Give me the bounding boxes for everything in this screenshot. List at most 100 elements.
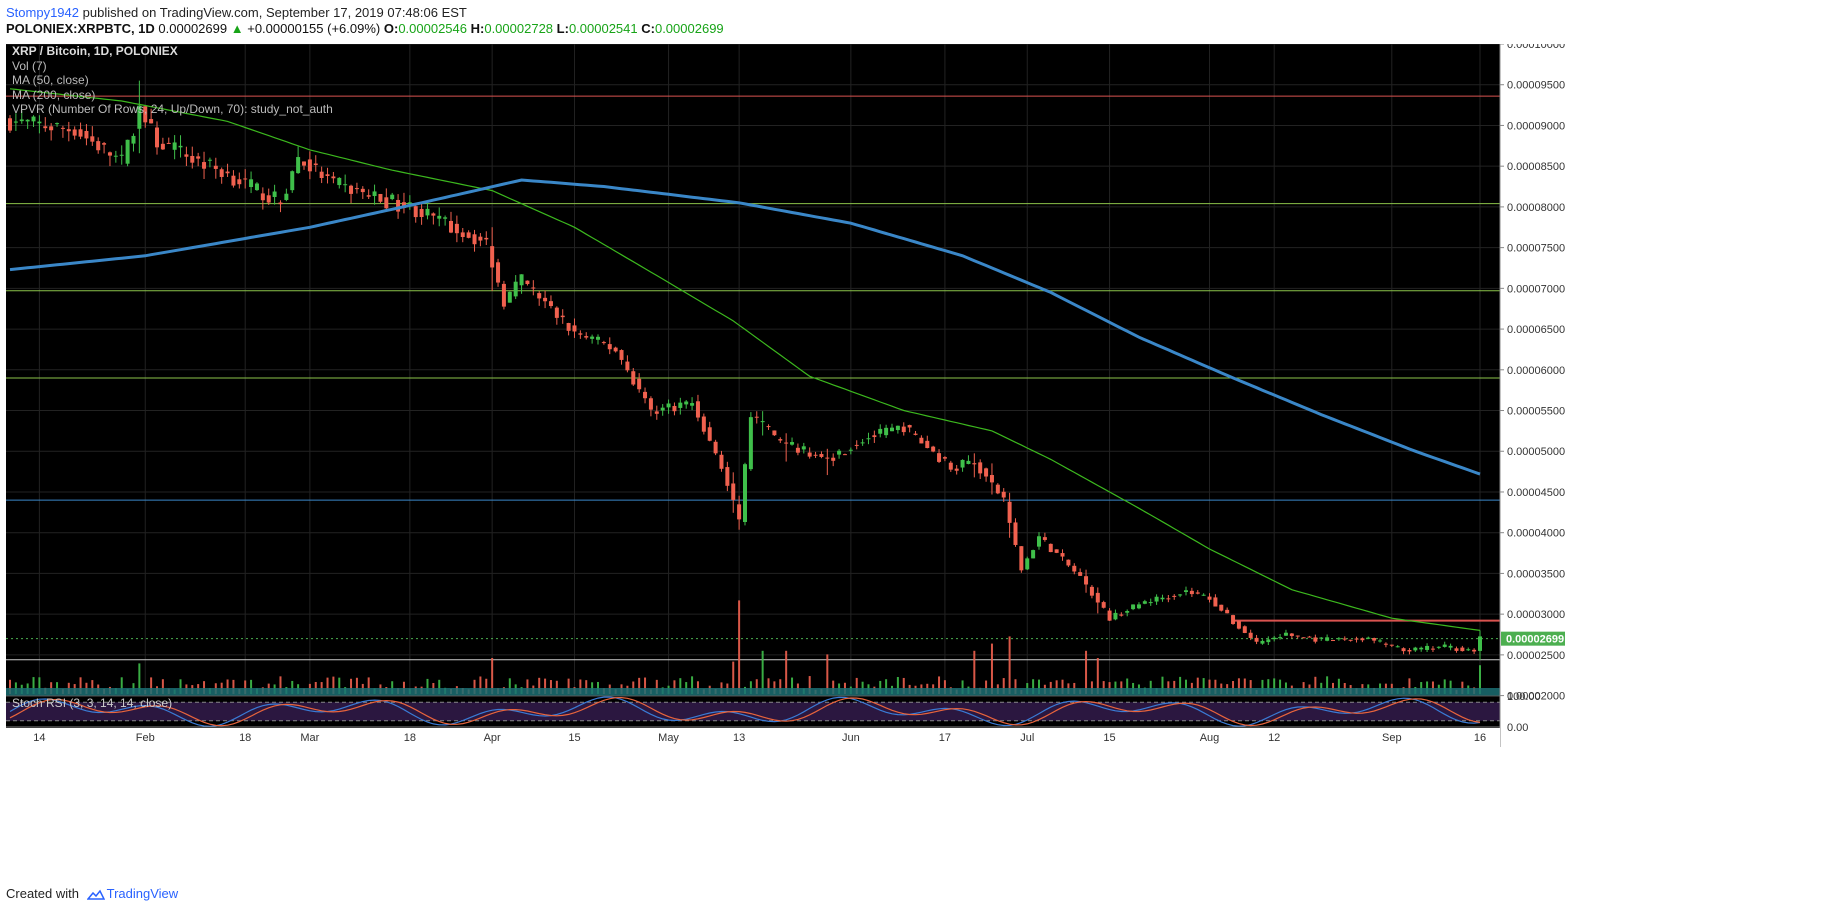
volume-bar xyxy=(402,681,405,694)
candle-body xyxy=(1354,638,1359,640)
candle-body xyxy=(1283,632,1288,636)
candle-body xyxy=(478,236,483,241)
volume-bar xyxy=(526,679,529,694)
volume-bar xyxy=(138,663,141,694)
candle-body xyxy=(372,191,377,197)
candle-body xyxy=(678,402,683,408)
volume-bar xyxy=(1090,681,1093,694)
candle-body xyxy=(1037,536,1041,547)
candle-body xyxy=(254,183,259,191)
candle-body xyxy=(137,105,142,129)
candle-body xyxy=(484,237,489,240)
candle-body xyxy=(272,191,277,198)
candle-body xyxy=(419,208,424,218)
candle-body xyxy=(449,220,453,233)
volume-bar xyxy=(1279,679,1282,694)
volume-bar xyxy=(232,679,235,694)
high-label: H: xyxy=(470,21,485,36)
volume-bar xyxy=(1032,679,1035,694)
candle-body xyxy=(113,155,118,157)
volume-bar xyxy=(9,679,11,694)
candle-body xyxy=(1348,639,1353,641)
price-axis[interactable]: 0.00010000 0.00009500 0.00009000 0.00008500… xyxy=(1499,44,1565,747)
volume-bar xyxy=(638,677,641,694)
open-value: 0.00002546 xyxy=(398,21,467,36)
candle-body xyxy=(1136,604,1141,609)
time-tick-label: 15 xyxy=(1103,732,1115,744)
candle-body xyxy=(831,457,836,461)
candle-body xyxy=(1413,647,1418,651)
volume-bar xyxy=(1449,680,1452,694)
candle-body xyxy=(78,129,83,137)
price-axis-background xyxy=(1500,44,1840,747)
candle-body xyxy=(695,401,700,418)
volume-bar xyxy=(1061,679,1064,694)
volume-bar xyxy=(479,676,482,694)
candle-body xyxy=(613,347,618,352)
candle-body xyxy=(837,450,842,455)
candle-body xyxy=(443,217,448,219)
tradingview-logo-icon xyxy=(86,889,105,900)
ohlc-line: POLONIEX:XRPBTC, 1D 0.00002699 ▲ +0.0000… xyxy=(6,21,724,36)
candles xyxy=(8,80,1482,660)
volume-bar xyxy=(332,676,335,694)
candle-body xyxy=(772,430,777,436)
volume-bar xyxy=(161,679,164,694)
candle-body xyxy=(25,119,30,122)
candle-body xyxy=(1372,638,1377,641)
volume-bar xyxy=(761,650,764,694)
candle-body xyxy=(337,177,342,186)
volume-bar xyxy=(1443,679,1446,694)
candle-body xyxy=(55,123,60,125)
volume-bar xyxy=(673,680,676,694)
stoch-rsi-pane xyxy=(6,695,1500,727)
open-label: O: xyxy=(383,21,399,36)
volume-bar xyxy=(985,680,988,694)
volume-bar xyxy=(1196,677,1199,694)
candle-body xyxy=(343,184,348,186)
volume-bar xyxy=(644,677,647,694)
volume-bar xyxy=(338,677,341,694)
candle-body xyxy=(672,405,677,412)
candle-body xyxy=(360,188,365,193)
time-tick-label: 13 xyxy=(733,732,745,744)
candle-body xyxy=(207,159,212,161)
tradingview-link[interactable]: TradingView xyxy=(106,886,179,901)
volume-bar xyxy=(355,677,358,694)
rsi-tick-label: 100.00 xyxy=(1507,691,1541,703)
candle-body xyxy=(1307,636,1312,638)
candle-body xyxy=(690,403,695,406)
volume-bar xyxy=(179,679,182,694)
volume-bar xyxy=(150,677,153,694)
candle-body xyxy=(1407,650,1412,652)
candle-body xyxy=(196,156,201,159)
candle-body xyxy=(684,401,689,405)
candle-body xyxy=(1172,595,1177,597)
price-chart[interactable]: 0.00010000 0.00009500 0.00009000 0.00008500… xyxy=(0,44,1840,882)
volume-bar xyxy=(1426,681,1429,694)
candle-body xyxy=(766,426,771,428)
candle-body xyxy=(1219,604,1224,611)
candle-body xyxy=(496,262,501,283)
candle-body xyxy=(1383,643,1388,645)
candle-body xyxy=(854,444,859,446)
candle-body xyxy=(719,454,724,469)
time-axis[interactable]: 14 Feb 18 Mar 18 Apr 15 May 13 Jun 17 Jul 15 Aug 12 Sep… xyxy=(0,726,1500,747)
candle-body xyxy=(1331,640,1335,642)
volume-bar xyxy=(943,680,946,694)
volume-bar xyxy=(773,681,776,694)
candle-body xyxy=(231,175,236,186)
volume-bar xyxy=(1479,665,1481,694)
volume-bar xyxy=(1014,679,1017,694)
publisher-link[interactable]: Stompy1942 xyxy=(6,5,79,20)
candle-body xyxy=(1313,637,1318,642)
candle-body xyxy=(1089,586,1094,596)
candle-body xyxy=(525,280,530,285)
volume-bar xyxy=(990,643,993,694)
volume-bar xyxy=(861,681,864,694)
volume-bar xyxy=(1208,679,1211,694)
candle-body xyxy=(1401,648,1406,652)
candle-body xyxy=(331,176,336,179)
candle-body xyxy=(1378,640,1383,642)
candle-body xyxy=(1242,626,1247,633)
